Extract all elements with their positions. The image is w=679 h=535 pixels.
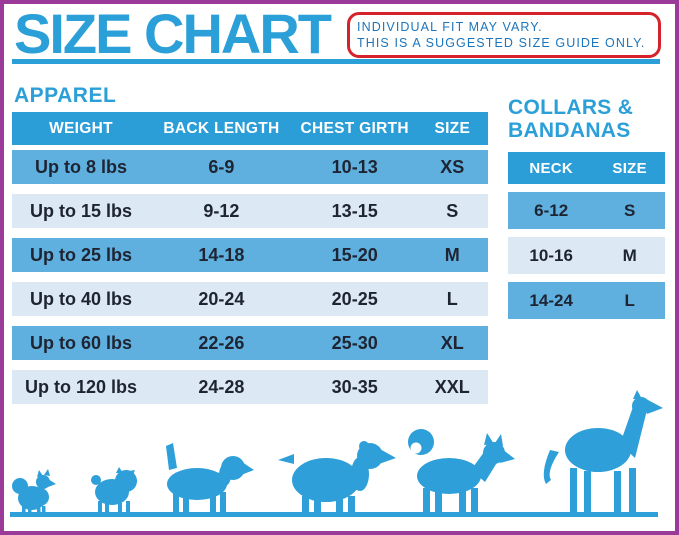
cell-size: S bbox=[623, 200, 636, 220]
collars-col-neck: NECK bbox=[529, 159, 574, 177]
collars-col-size: SIZE bbox=[612, 159, 647, 177]
cell-chest-girth: 13-15 bbox=[331, 200, 378, 221]
disclaimer-line-1: INDIVIDUAL FIT MAY VARY. bbox=[357, 20, 543, 34]
collars-heading-line-1: COLLARS & bbox=[508, 96, 634, 119]
cell-size: S bbox=[446, 200, 459, 221]
cell-size: M bbox=[444, 244, 460, 265]
husky-silhouette-icon bbox=[399, 424, 517, 514]
cell-chest-girth: 30-35 bbox=[331, 376, 378, 397]
apparel-table-row: Up to 120 lbs 24-28 30-35 XXL bbox=[12, 370, 488, 404]
cell-size: L bbox=[446, 288, 458, 309]
cell-weight: Up to 25 lbs bbox=[30, 244, 133, 265]
apparel-col-chest-girth: CHEST GIRTH bbox=[300, 119, 409, 137]
cell-size: XXL bbox=[434, 376, 470, 397]
cell-chest-girth: 15-20 bbox=[331, 244, 378, 265]
cell-back-length: 9-12 bbox=[203, 200, 240, 221]
cell-neck: 10-16 bbox=[529, 245, 573, 265]
apparel-table-row: Up to 25 lbs 14-18 15-20 M bbox=[12, 238, 488, 272]
collars-table-row: 14-24 L bbox=[508, 282, 665, 319]
cell-weight: Up to 120 lbs bbox=[25, 376, 138, 397]
apparel-table-row: Up to 15 lbs 9-12 13-15 S bbox=[12, 194, 488, 228]
apparel-col-size: SIZE bbox=[434, 119, 471, 137]
collars-table-header-row: NECK SIZE bbox=[508, 152, 665, 184]
beagle-silhouette-icon bbox=[152, 442, 254, 514]
cell-neck: 6-12 bbox=[534, 200, 569, 220]
collars-section-heading: COLLARS & BANDANAS bbox=[508, 96, 633, 142]
disclaimer-line-2: THIS IS A SUGGESTED SIZE GUIDE ONLY. bbox=[357, 36, 646, 50]
apparel-table-row: Up to 8 lbs 6-9 10-13 XS bbox=[12, 150, 488, 184]
apparel-table-row: Up to 60 lbs 22-26 25-30 XL bbox=[12, 326, 488, 360]
apparel-table-header-row: WEIGHT BACK LENGTH CHEST GIRTH SIZE bbox=[12, 112, 488, 145]
apparel-col-weight: WEIGHT bbox=[49, 119, 113, 137]
ground-line bbox=[10, 512, 658, 517]
apparel-table-row: Up to 40 lbs 20-24 20-25 L bbox=[12, 282, 488, 316]
cell-size: XS bbox=[440, 156, 465, 177]
cell-back-length: 20-24 bbox=[198, 288, 245, 309]
cell-weight: Up to 8 lbs bbox=[35, 156, 128, 177]
apparel-size-table: WEIGHT BACK LENGTH CHEST GIRTH SIZE Up t… bbox=[12, 112, 488, 414]
cell-weight: Up to 15 lbs bbox=[30, 200, 133, 221]
collars-table-row: 6-12 S bbox=[508, 192, 665, 229]
disclaimer-box: INDIVIDUAL FIT MAY VARY. THIS IS A SUGGE… bbox=[347, 12, 661, 58]
cell-size: XL bbox=[440, 332, 464, 353]
cell-back-length: 14-18 bbox=[198, 244, 245, 265]
apparel-section-heading: APPAREL bbox=[14, 84, 117, 107]
great-dane-silhouette-icon bbox=[540, 390, 663, 514]
cell-back-length: 6-9 bbox=[208, 156, 235, 177]
cell-back-length: 24-28 bbox=[198, 376, 245, 397]
apparel-col-back-length: BACK LENGTH bbox=[163, 119, 280, 137]
cell-size: M bbox=[622, 245, 637, 265]
title-underline bbox=[12, 59, 660, 64]
cell-chest-girth: 25-30 bbox=[331, 332, 378, 353]
cell-back-length: 22-26 bbox=[198, 332, 245, 353]
cell-weight: Up to 40 lbs bbox=[30, 288, 133, 309]
pomeranian-silhouette-icon bbox=[12, 468, 56, 514]
collars-heading-line-2: BANDANAS bbox=[508, 119, 631, 142]
cocker-spaniel-silhouette-icon bbox=[278, 438, 402, 514]
pug-silhouette-icon bbox=[88, 463, 138, 514]
cell-chest-girth: 20-25 bbox=[331, 288, 378, 309]
collars-table-row: 10-16 M bbox=[508, 237, 665, 274]
cell-size: L bbox=[624, 290, 635, 310]
page-title: SIZE CHART bbox=[14, 2, 332, 65]
cell-neck: 14-24 bbox=[529, 290, 573, 310]
collars-size-table: NECK SIZE 6-12 S 10-16 M 14-24 L bbox=[508, 152, 665, 327]
cell-weight: Up to 60 lbs bbox=[30, 332, 133, 353]
cell-chest-girth: 10-13 bbox=[331, 156, 378, 177]
